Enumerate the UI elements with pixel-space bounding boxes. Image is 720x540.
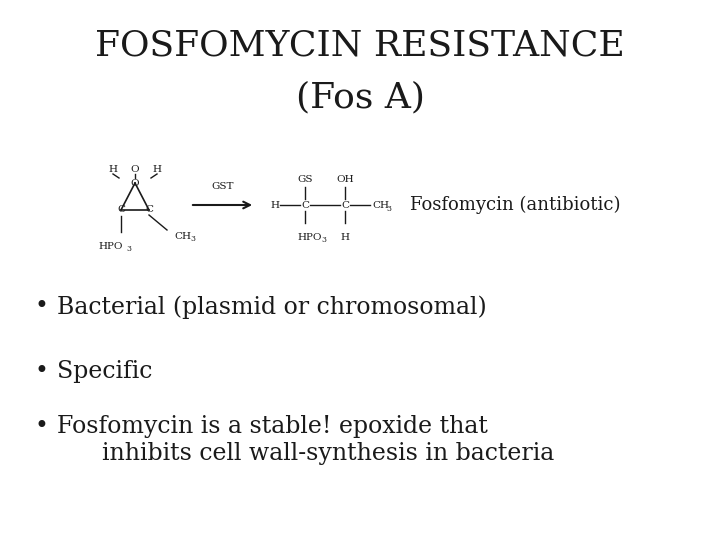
Text: 3: 3 xyxy=(321,236,326,244)
Text: OH: OH xyxy=(336,174,354,184)
Text: H: H xyxy=(271,200,279,210)
Text: •: • xyxy=(35,295,49,318)
Text: 3: 3 xyxy=(190,235,195,243)
Text: H: H xyxy=(153,165,161,173)
Text: GS: GS xyxy=(297,174,312,184)
Text: FOSFOMYCIN RESISTANCE: FOSFOMYCIN RESISTANCE xyxy=(95,28,625,62)
Text: C: C xyxy=(301,200,309,210)
Text: 3: 3 xyxy=(127,245,132,253)
Text: (Fos A): (Fos A) xyxy=(295,80,425,114)
Text: Bacterial (plasmid or chromosomal): Bacterial (plasmid or chromosomal) xyxy=(57,295,487,319)
Text: Fosfomycin is a stable! epoxide that
      inhibits cell wall-synthesis in bacte: Fosfomycin is a stable! epoxide that inh… xyxy=(57,415,554,464)
Text: •: • xyxy=(35,360,49,383)
Text: GST: GST xyxy=(211,182,234,191)
Text: O: O xyxy=(131,179,139,187)
Text: CH: CH xyxy=(372,200,389,210)
Text: HPO: HPO xyxy=(99,242,123,251)
Text: Fosfomycin (antibiotic): Fosfomycin (antibiotic) xyxy=(410,196,621,214)
Text: C: C xyxy=(117,206,125,214)
Text: H: H xyxy=(109,165,117,173)
Text: 3: 3 xyxy=(386,205,391,213)
Text: H: H xyxy=(341,233,349,242)
Text: CH: CH xyxy=(174,232,191,241)
Text: C: C xyxy=(145,206,153,214)
Text: O: O xyxy=(131,165,139,173)
Text: HPO: HPO xyxy=(297,233,322,242)
Text: C: C xyxy=(341,200,349,210)
Text: Specific: Specific xyxy=(57,360,153,383)
Text: •: • xyxy=(35,415,49,438)
